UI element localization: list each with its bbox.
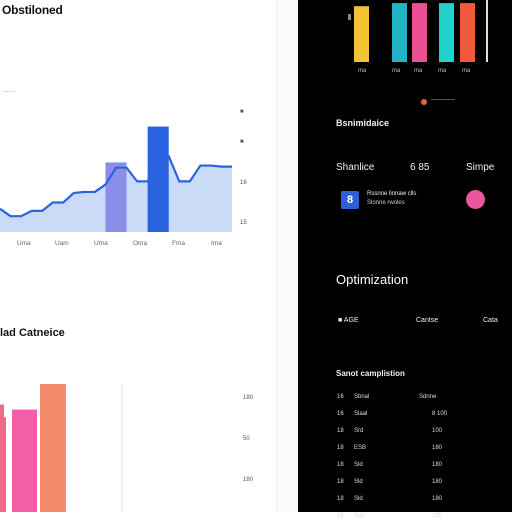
- highlight-bar: [147, 126, 169, 232]
- bar: [392, 3, 407, 63]
- optimization-title: Optimization: [336, 272, 409, 287]
- table-cell: Sld: [354, 479, 363, 485]
- table-cell: Sld: [354, 496, 363, 502]
- table-cell: 18: [337, 462, 344, 468]
- table-cell: 18: [337, 479, 344, 485]
- table-cell: ESB: [354, 445, 367, 451]
- table-row[interactable]: 18 Sld 180: [337, 479, 467, 491]
- table-cell: 16: [337, 411, 344, 417]
- table-cell: 100: [432, 428, 443, 434]
- table-cell: 18: [337, 428, 344, 434]
- stat-label-1: Shanlice: [336, 162, 375, 173]
- bar: [354, 6, 369, 62]
- panel-divider: [276, 0, 277, 512]
- table-header: 16 Sbnal Sdnne: [337, 394, 467, 406]
- info-icon[interactable]: 8: [341, 191, 359, 209]
- table-cell: 18: [337, 496, 344, 502]
- table-cell: 180: [432, 445, 443, 451]
- bar: [12, 409, 37, 512]
- page-title: Obstiloned: [2, 3, 63, 17]
- bar: [0, 404, 4, 512]
- table-row[interactable]: 18 Sld 180: [337, 496, 467, 508]
- right-panel: ma ma ma ma ma ———— Bsnimidaice Shanlice 6 8…: [298, 0, 512, 512]
- optimization-cell-3[interactable]: Cata: [483, 317, 498, 324]
- top-bar-chart: ma ma ma ma ma: [348, 0, 488, 74]
- x-tick-label: Fma: [172, 240, 185, 247]
- bar-chart: 180 50 180: [0, 384, 254, 512]
- table-cell: 180: [432, 496, 443, 502]
- left-panel: Obstiloned —— ■ ■ 16 15 Uma Uam Uma Oma Fma Ima l…: [0, 0, 277, 512]
- table-row[interactable]: 16 Slaal 8 100: [337, 411, 467, 423]
- bar-section-title: lad Catneice: [0, 327, 65, 339]
- highlight-bar: [105, 162, 127, 232]
- table-cell: 18: [337, 513, 344, 519]
- table-row[interactable]: 18 Srd 100: [337, 428, 467, 440]
- table-row[interactable]: 18 Sld 180: [337, 462, 467, 474]
- y-tick-label: ■: [240, 109, 244, 115]
- optimization-cell-1[interactable]: ■ AGE: [338, 317, 359, 324]
- x-tick-label: Uam: [55, 240, 69, 247]
- table-cell: 18: [337, 445, 344, 451]
- stat-label-2: Simpe: [466, 162, 495, 173]
- x-tick-label: ma: [358, 68, 367, 74]
- table-row[interactable]: 18 Sad 180: [337, 513, 467, 525]
- table-cell: 180: [432, 513, 443, 519]
- x-tick-label: ma: [414, 68, 423, 74]
- bar: [412, 3, 427, 63]
- table-title: Sanot camplistion: [336, 369, 405, 378]
- x-tick-label: ma: [462, 68, 471, 74]
- y-tick-label: 15: [240, 220, 247, 226]
- line-chart: ■ ■ 16 15 Uma Uam Uma Oma Fma Ima: [0, 109, 247, 247]
- optimization-cell-2[interactable]: Cantse: [416, 317, 439, 324]
- table-header-cell: Sdnne: [419, 394, 437, 400]
- x-tick-label: Ima: [211, 240, 222, 247]
- table-header-cell: Sbnal: [354, 394, 370, 400]
- x-tick-label: Oma: [133, 240, 147, 247]
- x-tick-label: ma: [438, 68, 447, 74]
- legend-label: ————: [431, 97, 455, 103]
- table-header-cell: 16: [337, 394, 344, 400]
- status-dot: [466, 190, 485, 209]
- bar: [40, 384, 66, 512]
- bar: [439, 3, 454, 63]
- y-tick-label: ■: [240, 139, 244, 145]
- x-tick-label: Uma: [94, 240, 108, 247]
- table-cell: 180: [432, 479, 443, 485]
- legend-marker: [421, 99, 427, 105]
- line-chart-caption: ——: [3, 89, 15, 95]
- table-cell: Sld: [354, 462, 363, 468]
- info-line-1: Rssnne linnaw clls: [367, 191, 417, 197]
- table-cell: Srd: [354, 428, 364, 434]
- table-row[interactable]: 18 ESB 180: [337, 445, 467, 457]
- bar: [460, 3, 475, 63]
- table-cell: 180: [432, 462, 443, 468]
- y-tick-label: 50: [243, 436, 250, 442]
- series-line: [0, 154, 232, 218]
- table-cell: Slaal: [354, 411, 368, 417]
- table-cell: 8 100: [432, 411, 448, 417]
- section-title: Bsnimidaice: [336, 118, 390, 128]
- axis-marker: [348, 14, 351, 20]
- y-tick-label: 180: [243, 477, 254, 483]
- x-tick-label: Uma: [17, 240, 31, 247]
- table-cell: Sad: [354, 513, 365, 519]
- info-line-2: Slonne rwoles: [367, 200, 405, 206]
- axis-line: [486, 0, 488, 62]
- stat-value: 6 85: [410, 162, 430, 173]
- y-tick-label: 180: [243, 395, 254, 401]
- y-tick-label: 16: [240, 180, 247, 186]
- x-tick-label: ma: [392, 68, 401, 74]
